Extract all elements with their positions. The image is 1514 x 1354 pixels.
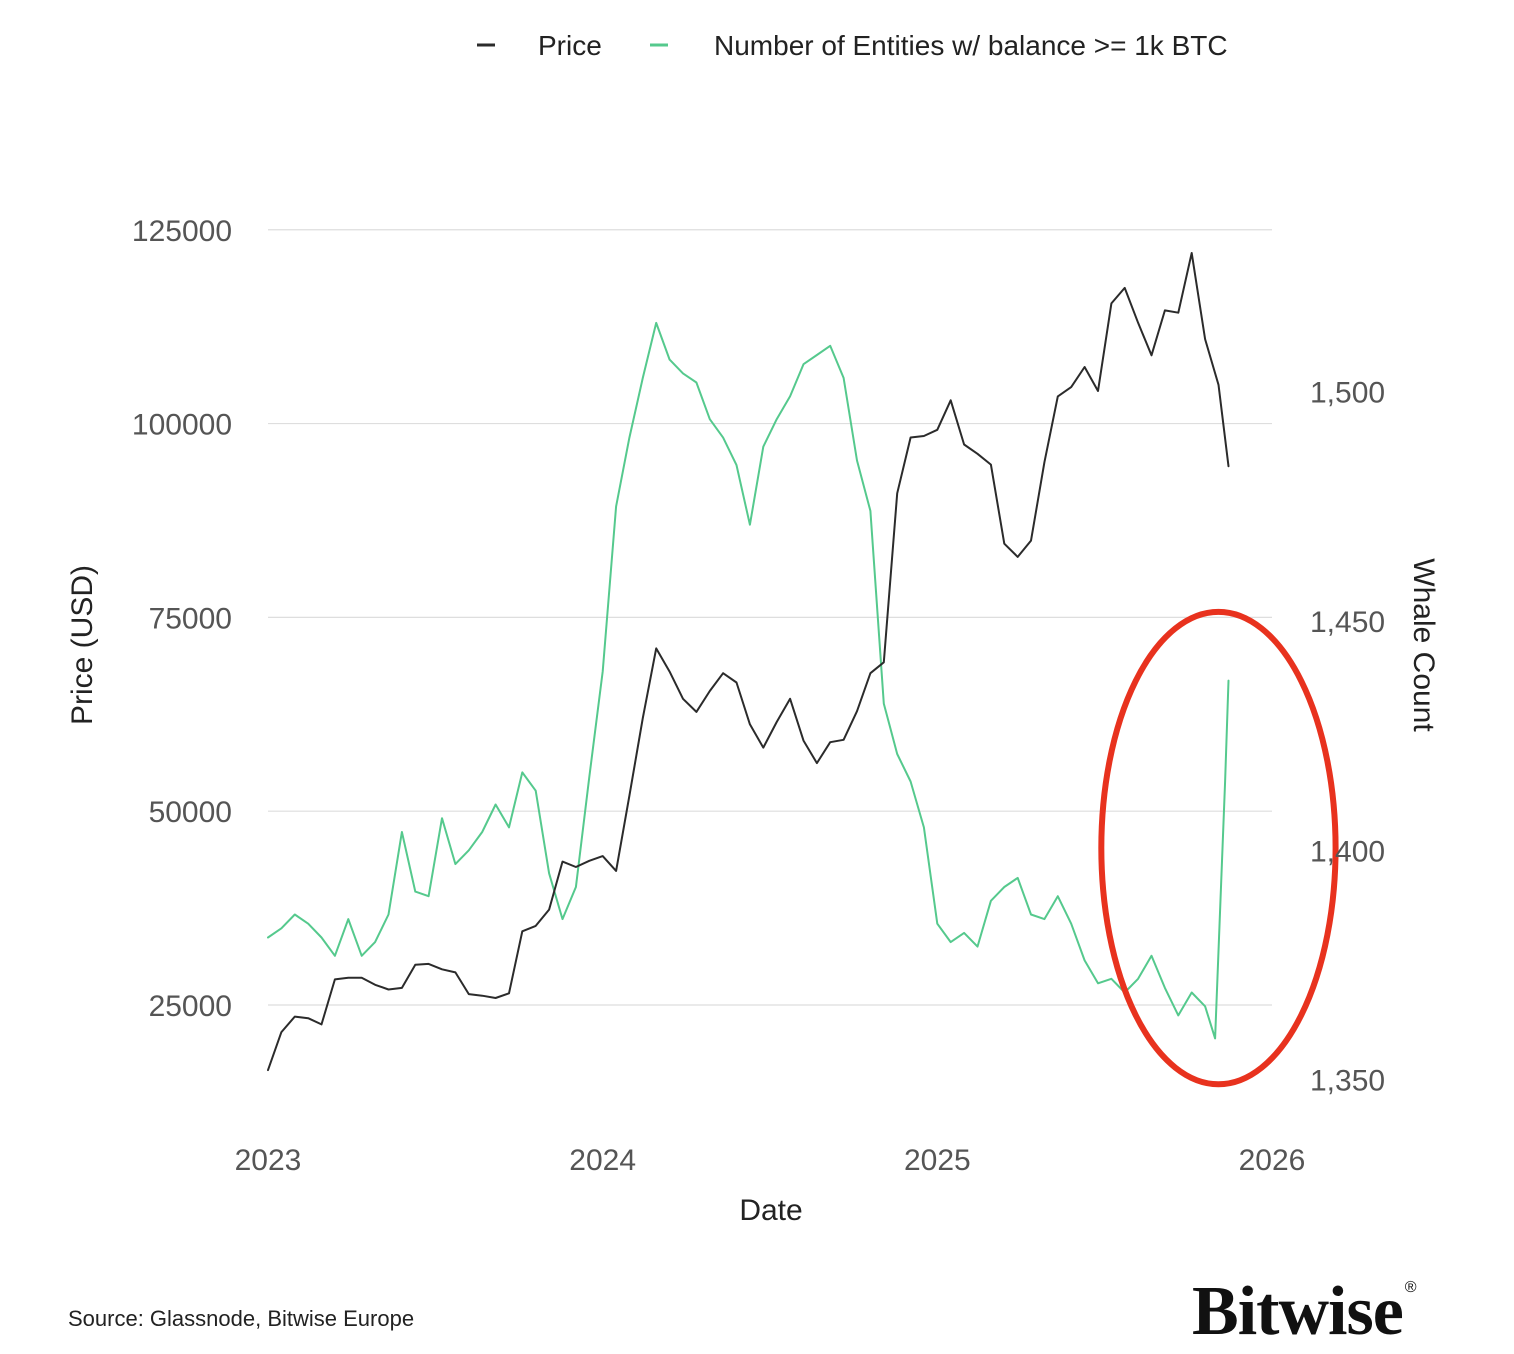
y-tick-label: 25000 xyxy=(149,990,232,1023)
y-tick-label: 100000 xyxy=(132,409,232,442)
x-tick-label: 2024 xyxy=(569,1144,636,1177)
y2-tick-label: 1,400 xyxy=(1310,835,1385,868)
grid xyxy=(268,229,1272,1006)
series-price xyxy=(267,252,1230,1072)
x-axis: 2023 2024 2025 2026 xyxy=(235,1144,1306,1177)
highlight xyxy=(1098,608,1339,1088)
x-tick-label: 2023 xyxy=(235,1144,302,1177)
highlight-ellipse xyxy=(1098,608,1339,1088)
x-tick-label: 2025 xyxy=(904,1144,971,1177)
registered-mark: ® xyxy=(1404,1279,1417,1296)
brand-wordmark: Bitwise xyxy=(1192,1273,1404,1350)
y-axis-right: 1,350 1,400 1,450 1,500 xyxy=(1310,377,1385,1098)
price-line xyxy=(267,252,1230,1072)
y-tick-label: 50000 xyxy=(149,796,232,829)
x-axis-title: Date xyxy=(739,1194,802,1227)
y-tick-label: 125000 xyxy=(132,215,232,248)
legend-whale-label: Number of Entities w/ balance >= 1k BTC xyxy=(714,30,1228,61)
legend-price-label: Price xyxy=(538,30,602,61)
y2-tick-label: 1,350 xyxy=(1310,1065,1385,1098)
source-note: Source: Glassnode, Bitwise Europe xyxy=(68,1306,415,1331)
y-axis-left: 25000 50000 75000 100000 125000 xyxy=(132,215,232,1023)
x-tick-label: 2026 xyxy=(1239,1144,1306,1177)
y-axis-left-title: Price (USD) xyxy=(66,565,99,725)
y2-tick-label: 1,450 xyxy=(1310,606,1385,639)
series-whale xyxy=(267,321,1230,1040)
y-axis-right-title: Whale Count xyxy=(1407,558,1440,732)
y2-tick-label: 1,500 xyxy=(1310,377,1385,410)
legend: Price Number of Entities w/ balance >= 1… xyxy=(477,30,1228,61)
brand-logo: Bitwise ® xyxy=(1192,1272,1417,1352)
whale-count-line xyxy=(267,321,1230,1040)
y-tick-label: 75000 xyxy=(149,602,232,635)
